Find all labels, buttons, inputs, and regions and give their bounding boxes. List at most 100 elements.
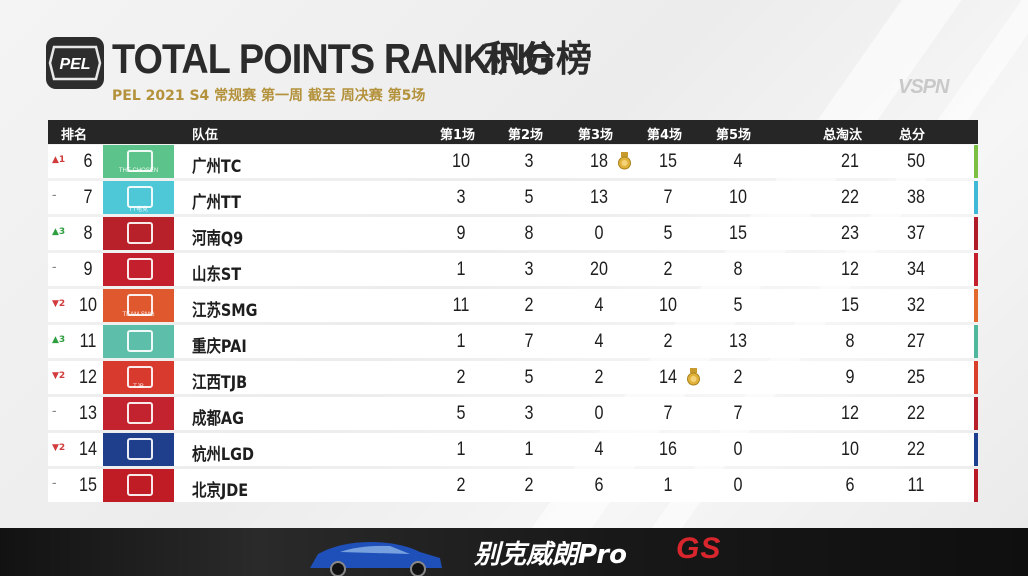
score-m3: 13 [590,187,608,208]
table-row: – 9 山东ST 1 3 20 2 8 12 34 [48,253,978,286]
rank-change: – [52,479,57,489]
score-m2: 8 [524,223,534,244]
rank: 7 [83,187,93,208]
team-logo-label: TEAM SMG [122,312,155,318]
team-name: 广州TT [192,193,241,213]
col-m2: 第2场 [508,128,544,143]
page-title: TOTAL POINTS RANKING [112,35,555,82]
subtitle: PEL 2021 S4 常规赛 第一周 截至 周决赛 第5场 [112,88,426,104]
score-m1: 1 [456,439,466,460]
rank: 6 [83,151,93,172]
team-logo [103,217,174,250]
score-m3: 2 [594,367,604,388]
rank-change: ▼2 [52,371,66,381]
team-name: 山东ST [192,265,242,285]
score-m4: 5 [663,223,673,244]
team-color-edge [974,145,978,178]
score-total: 50 [907,151,925,172]
team-color-edge [974,397,978,430]
team-name: 江西TJB [192,373,248,393]
score-kills: 10 [841,439,859,460]
rank: 8 [83,223,93,244]
score-m2: 7 [524,331,534,352]
team-logo-label: TT电竞 [128,207,149,213]
team-logo: THE CHOSEN [103,145,174,178]
score-m4: 2 [663,259,673,280]
score-kills: 6 [845,475,855,496]
score-total: 34 [907,259,925,280]
rank: 9 [83,259,93,280]
rank: 11 [79,331,97,352]
score-kills: 12 [841,403,859,424]
score-total: 22 [907,403,925,424]
team-name: 江苏SMG [192,301,258,321]
rank: 13 [79,403,97,424]
team-name: 河南Q9 [192,229,244,249]
svg-text:PEL: PEL [59,56,90,73]
score-m2: 1 [524,439,534,460]
rank-change: ▲3 [52,335,66,345]
score-m2: 3 [524,259,534,280]
team-name: 北京JDE [192,481,249,501]
score-m3: 4 [594,295,604,316]
team-logo-icon [127,258,153,280]
team-logo-icon [127,150,153,172]
chicken-dinner-medal-icon [618,152,631,170]
rank: 12 [79,367,97,388]
team-logo-icon [127,474,153,496]
score-m5: 7 [733,403,743,424]
rank: 15 [79,475,97,496]
table-row: ▼2 14 杭州LGD 1 1 4 16 0 10 22 [48,433,978,466]
team-logo [103,433,174,466]
score-m1: 1 [456,331,466,352]
team-color-edge [974,361,978,394]
table-row: ▲3 8 河南Q9 9 8 0 5 15 23 37 [48,217,978,250]
score-m1: 1 [456,259,466,280]
score-m4: 10 [659,295,677,316]
sponsor-brand: GS [676,532,722,565]
score-m5: 13 [729,331,747,352]
team-name: 广州TC [192,157,242,177]
score-m1: 3 [456,187,466,208]
score-m5: 0 [733,475,743,496]
col-m3: 第3场 [578,128,614,143]
score-m3: 18 [590,151,608,172]
pel-logo-icon: PEL [48,45,102,81]
score-kills: 23 [841,223,859,244]
col-m1: 第1场 [440,128,476,143]
team-logo [103,253,174,286]
score-m1: 9 [456,223,466,244]
score-total: 32 [907,295,925,316]
team-logo-icon [127,402,153,424]
team-color-edge [974,289,978,322]
score-m1: 2 [456,475,466,496]
team-color-edge [974,181,978,214]
score-m5: 0 [733,439,743,460]
score-m2: 5 [524,367,534,388]
team-logo [103,397,174,430]
score-kills: 15 [841,295,859,316]
table-row: – 13 成都AG 5 3 0 7 7 12 22 [48,397,978,430]
rank-change: ▼2 [52,443,66,453]
team-logo-icon [127,222,153,244]
score-total: 38 [907,187,925,208]
rank-change: – [52,407,57,417]
col-m4: 第4场 [647,128,683,143]
team-color-edge [974,433,978,466]
score-m2: 5 [524,187,534,208]
score-m3: 0 [594,403,604,424]
score-m4: 7 [663,187,673,208]
team-name: 成都AG [192,409,244,429]
team-logo: TT电竞 [103,181,174,214]
table-header: 排名 队伍 第1场 第2场 第3场 第4场 第5场 总淘汰 总分 [48,120,978,144]
score-m4: 16 [659,439,677,460]
table-row: –15 北京JDE 2 2 6 1 0 6 11 [48,469,978,502]
team-color-edge [974,217,978,250]
col-kills: 总淘汰 [823,128,863,143]
score-m4: 7 [663,403,673,424]
sponsor-banner [0,528,1028,576]
score-kills: 21 [841,151,859,172]
score-kills: 12 [841,259,859,280]
team-logo-label: TJB [133,384,144,390]
team-logo [103,469,174,502]
